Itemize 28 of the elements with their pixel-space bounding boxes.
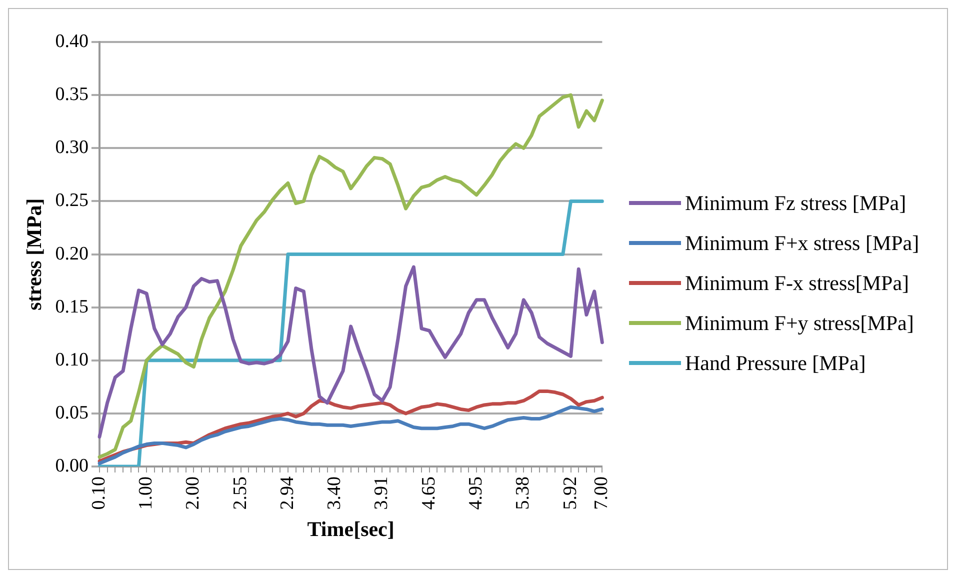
x-tick-label: 4.65 xyxy=(418,476,440,510)
x-tick-label: 3.91 xyxy=(371,476,392,510)
x-tick-label: 1.00 xyxy=(136,476,157,510)
x-axis-title: Time[sec] xyxy=(307,516,394,540)
y-tick-label: 0.15 xyxy=(55,296,88,317)
y-tick-label: 0.20 xyxy=(55,242,88,264)
x-tick-label: 2.94 xyxy=(276,476,298,510)
y-tick-label: 0.10 xyxy=(55,348,88,370)
y-tick-label: 0.05 xyxy=(55,402,88,423)
legend-label: Minimum F-x stress[MPa] xyxy=(685,270,910,297)
y-tick-label: 0.00 xyxy=(55,455,88,476)
legend-label: Hand Pressure [MPa] xyxy=(685,350,867,377)
x-tick-label: 2.00 xyxy=(182,476,204,510)
y-tick-label: 0.25 xyxy=(55,190,88,211)
y-axis-title: stress [MPa] xyxy=(22,198,46,310)
legend-label: Minimum F+x stress [MPa] xyxy=(685,230,920,257)
x-tick-label: 5.92 xyxy=(560,476,581,510)
x-tick-label: 0.10 xyxy=(88,476,110,510)
legend-label: Minimum F+y stress[MPa] xyxy=(685,310,915,337)
x-tick-label: 4.95 xyxy=(465,476,486,510)
x-tick-label: 2.55 xyxy=(230,476,251,510)
x-tick-label: 7.00 xyxy=(591,476,612,510)
x-tick-label: 5.38 xyxy=(512,476,534,510)
y-tick-label: 0.40 xyxy=(55,30,88,52)
legend-label: Minimum Fz stress [MPa] xyxy=(685,190,908,217)
y-tick-label: 0.35 xyxy=(55,84,88,105)
y-tick-label: 0.30 xyxy=(55,136,88,158)
x-tick-label: 3.40 xyxy=(324,476,346,510)
